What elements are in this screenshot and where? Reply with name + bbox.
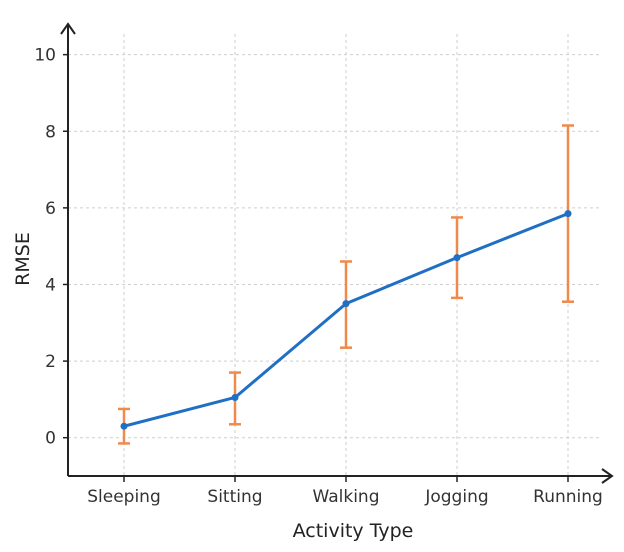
- x-tick-label: Running: [533, 487, 603, 507]
- x-tick-label: Jogging: [424, 487, 488, 507]
- y-axis-title: RMSE: [12, 232, 34, 286]
- x-axis-arrow: [601, 468, 614, 484]
- data-point: [120, 422, 128, 430]
- ticks: 0 2 4 6 8 10 Sleeping Sitting Walking Jogging Runn…: [34, 46, 602, 507]
- y-axis-arrow: [60, 22, 76, 35]
- data-point: [231, 393, 239, 401]
- y-tick-label: 0: [45, 429, 56, 449]
- error-bars: [118, 124, 574, 445]
- x-tick-label: Walking: [313, 487, 380, 507]
- y-tick-label: 4: [45, 275, 56, 295]
- grid: [68, 34, 600, 476]
- y-tick-label: 10: [34, 46, 56, 66]
- x-tick-label: Sleeping: [87, 487, 161, 507]
- y-tick-label: 2: [45, 352, 56, 372]
- x-axis-title: Activity Type: [293, 520, 414, 542]
- data-point: [564, 210, 572, 218]
- y-tick-label: 8: [45, 122, 56, 142]
- axes: [60, 22, 614, 484]
- x-tick-label: Sitting: [207, 487, 262, 507]
- y-tick-label: 6: [45, 199, 56, 219]
- data-point: [342, 300, 350, 308]
- data-point: [453, 254, 461, 262]
- series: [120, 210, 572, 430]
